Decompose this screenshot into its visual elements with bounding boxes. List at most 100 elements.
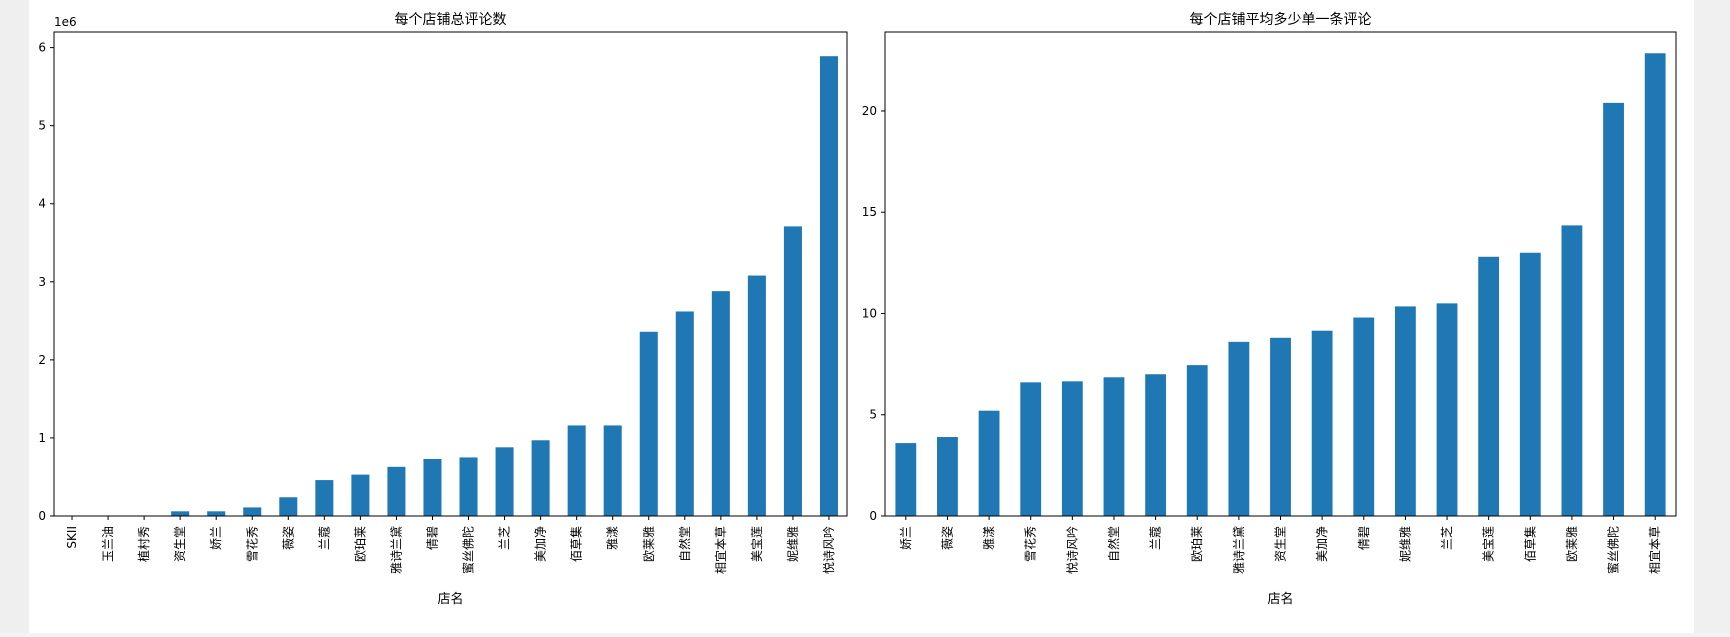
- bar: [895, 443, 917, 516]
- bar: [1603, 102, 1624, 516]
- y-tick-label: 4: [38, 197, 46, 211]
- bar: [351, 474, 370, 516]
- plot-frame: [884, 31, 1677, 517]
- bar: [711, 291, 730, 516]
- chart-2: 每个店铺平均多少单一条评论 0 5 10 15 20 娇兰 薇姿 雅漾 雪花秀 悦诗风吟 自然堂 兰蔻 欧…: [862, 11, 1677, 607]
- x-tick-label: 雅漾: [981, 526, 996, 550]
- bar: [1061, 381, 1083, 516]
- bar: [279, 497, 298, 516]
- x-tick-label: SKII: [65, 526, 79, 549]
- x-tick-label: 相宜本草: [713, 526, 728, 574]
- bar: [937, 437, 958, 516]
- x-tick-label: 欧莱雅: [1564, 526, 1579, 562]
- bar: [1394, 306, 1416, 516]
- y-tick-label: 5: [38, 119, 46, 133]
- x-tick-label: 悦诗风吟: [1064, 526, 1079, 574]
- x-tick-label: 雪花秀: [1023, 526, 1038, 562]
- bar: [1478, 256, 1500, 516]
- bar: [243, 507, 262, 516]
- y-tick-label: 0: [869, 509, 877, 523]
- bar: [1228, 341, 1250, 516]
- x-tick-label: 玉兰油: [101, 526, 115, 562]
- x-tick-label: 资生堂: [1274, 526, 1288, 562]
- y-tick-label: 6: [38, 41, 46, 55]
- x-tick-label: 雅诗兰黛: [388, 526, 403, 574]
- x-tick-label: 植村秀: [136, 526, 151, 562]
- x-tick-label: 蜜丝佛陀: [1606, 526, 1621, 574]
- x-axis-label: 店名: [1267, 591, 1293, 607]
- x-tick-label: 薇姿: [281, 526, 295, 550]
- x-tick-label: 佰草集: [1522, 526, 1537, 562]
- y-tick-label: 0: [38, 509, 46, 523]
- axis-offset-label: 1e6: [54, 15, 77, 29]
- bar: [531, 440, 550, 516]
- bar: [459, 457, 478, 516]
- bar: [495, 447, 514, 516]
- x-tick-label: 自然堂: [1106, 526, 1121, 562]
- x-tick-label: 悦诗风吟: [821, 526, 836, 574]
- bar: [639, 331, 658, 516]
- bar: [1145, 374, 1167, 516]
- y-tick-label: 3: [38, 275, 46, 289]
- bar: [1519, 252, 1541, 517]
- x-tick-label: 美宝莲: [1482, 526, 1496, 562]
- bar: [315, 480, 334, 516]
- right-gutter: [1694, 0, 1730, 633]
- chart-title: 每个店铺总评论数: [395, 12, 507, 28]
- left-gutter: [0, 0, 30, 633]
- bar: [207, 511, 226, 516]
- bar: [747, 275, 766, 516]
- x-tick-label: 妮维雅: [785, 526, 800, 562]
- x-tick-label: 欧珀莱: [353, 526, 367, 562]
- bar: [171, 511, 190, 516]
- y-tick-label: 2: [38, 353, 46, 367]
- bar: [978, 410, 1000, 516]
- x-tick-label: 资生堂: [173, 526, 187, 562]
- x-tick-label: 雪花秀: [244, 526, 259, 562]
- chart-title: 每个店铺平均多少单一条评论: [1190, 11, 1372, 28]
- x-axis-label: 店名: [437, 591, 463, 607]
- x-tick-label: 倩碧: [1357, 526, 1371, 550]
- x-tick-label: 美宝莲: [750, 526, 764, 562]
- chart-1: 每个店铺总评论数 0 1 2 3 4 5 6 SKII 玉兰油 植村秀 资生堂 娇兰 雪花秀 薇姿 兰蔻 欧珀莱…: [38, 12, 848, 607]
- bar: [675, 311, 694, 516]
- x-tick-label: 自然堂: [677, 526, 692, 562]
- x-tick-label: 相宜本草: [1647, 526, 1662, 574]
- bar: [567, 425, 586, 516]
- bar: [1270, 337, 1291, 516]
- plot-frame: [53, 31, 848, 517]
- x-tick-label: 美加净: [534, 526, 548, 562]
- bar: [1186, 365, 1208, 516]
- x-tick-label: 佰草集: [569, 526, 584, 562]
- x-tick-label: 兰蔻: [317, 526, 331, 550]
- bar: [423, 459, 442, 516]
- y-tick-label: 5: [869, 408, 877, 422]
- x-tick-label: 妮维雅: [1397, 526, 1412, 562]
- x-tick-label: 兰芝: [497, 526, 512, 550]
- bar: [783, 226, 802, 516]
- bar: [387, 466, 406, 516]
- x-tick-label: 兰蔻: [1149, 526, 1163, 550]
- figure-canvas: 每个店铺总评论数 0 1 2 3 4 5 6 SKII 玉兰油 植村秀 资生堂 娇兰 雪花秀 薇姿 兰蔻 欧珀莱…: [29, 0, 1694, 633]
- bar: [1103, 377, 1125, 516]
- bar: [819, 56, 838, 516]
- y-tick-label: 10: [862, 306, 877, 320]
- bar: [1644, 53, 1666, 516]
- x-tick-label: 倩碧: [425, 526, 439, 550]
- x-tick-label: 娇兰: [899, 526, 913, 550]
- bar: [1353, 317, 1375, 516]
- bar: [1020, 382, 1042, 516]
- x-tick-label: 薇姿: [940, 526, 954, 550]
- x-tick-label: 美加净: [1315, 526, 1329, 562]
- bar: [1561, 225, 1583, 516]
- y-tick-label: 1: [38, 431, 46, 445]
- bar: [603, 425, 622, 516]
- bar: [1436, 303, 1458, 516]
- y-tick-label: 20: [862, 104, 877, 118]
- x-tick-label: 雅漾: [605, 526, 620, 550]
- x-tick-label: 欧莱雅: [641, 526, 656, 562]
- x-tick-label: 娇兰: [209, 526, 223, 550]
- bar: [1311, 330, 1333, 516]
- x-tick-label: 蜜丝佛陀: [461, 526, 476, 574]
